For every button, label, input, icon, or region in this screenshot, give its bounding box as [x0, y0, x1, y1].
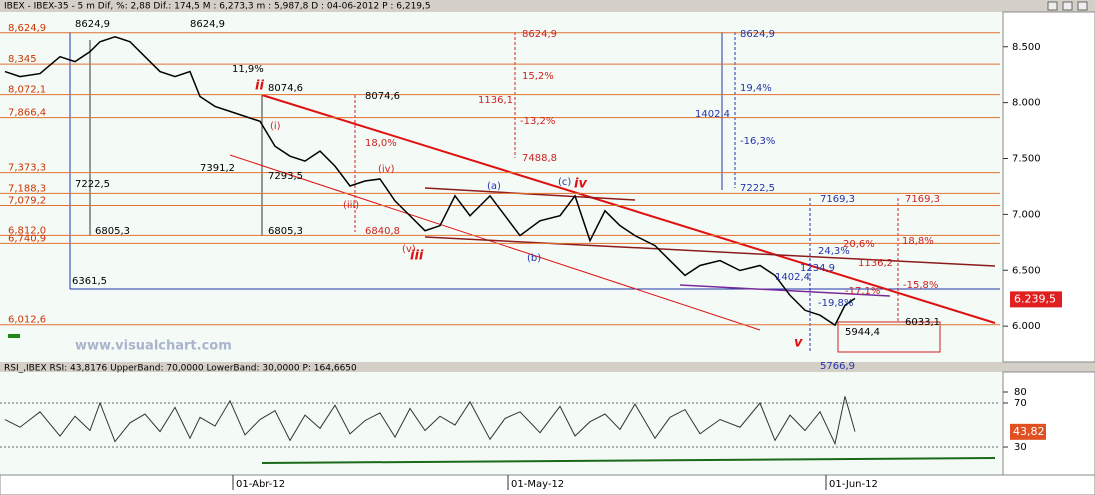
- annotation: 1136,1: [478, 95, 513, 106]
- x-tick-label: 01-Abr-12: [236, 479, 285, 490]
- watermark: www.visualchart.com: [75, 339, 232, 354]
- y-tick-label: 70: [1014, 398, 1027, 409]
- annotation: 7391,2: [200, 163, 235, 174]
- y-tick-label: 7.000: [1012, 209, 1041, 220]
- wave-label: iii: [410, 249, 424, 264]
- annotation: 15,2%: [522, 71, 554, 82]
- annotation: 8624,9: [190, 19, 225, 30]
- annotation: (iii): [343, 200, 359, 211]
- annotation: 6840,8: [365, 226, 400, 237]
- y-tick-label: 6.000: [1012, 321, 1041, 332]
- annotation: 19,4%: [740, 83, 772, 94]
- level-label: 8,345: [8, 54, 37, 65]
- x-tick-label: 01-May-12: [511, 479, 564, 490]
- level-label: 7,373,3: [8, 163, 46, 174]
- last-rsi-label: 43,82: [1013, 425, 1045, 438]
- annotation: 1234,9: [800, 263, 835, 274]
- rsi-title: RSI_,IBEX RSI: 43,8176 UpperBand: 70,000…: [4, 364, 357, 374]
- y-tick-label: 8.000: [1012, 98, 1041, 109]
- annotation: 8074,6: [365, 91, 400, 102]
- annotation: 7169,3: [905, 194, 940, 205]
- annotation: (b): [527, 253, 541, 264]
- annotation: (iv): [378, 164, 395, 175]
- level-label: 6,812,0: [8, 225, 46, 236]
- indicator-line: [261, 457, 996, 464]
- annotation: -19,8%: [818, 298, 853, 309]
- trend-line: [679, 284, 891, 297]
- close-button[interactable]: [1077, 1, 1088, 11]
- annotation: 8624,9: [75, 19, 110, 30]
- target-box: [837, 321, 941, 353]
- annotation: 8074,6: [268, 83, 303, 94]
- minimize-button[interactable]: [1047, 1, 1058, 11]
- annotation: 6033,1: [905, 317, 940, 328]
- trend-line: [424, 236, 996, 267]
- annotation: 20,6%: [843, 239, 875, 250]
- annotation: 11,9%: [232, 64, 264, 75]
- level-label: 7,079,2: [8, 196, 46, 207]
- level-label: 8,624,9: [8, 23, 46, 34]
- annotation: 6361,5: [72, 276, 107, 287]
- annotation: 24,3%: [818, 246, 850, 257]
- annotation: (v): [402, 244, 416, 255]
- trend-line: [424, 187, 636, 201]
- date-axis-panel: [0, 474, 1095, 495]
- annotation: 8624,9: [522, 29, 557, 40]
- annotation: 7222,5: [75, 179, 110, 190]
- rsi-axis-panel: [1002, 371, 1095, 476]
- level-label: 8,072,1: [8, 85, 46, 96]
- y-tick-label: 6.500: [1012, 265, 1041, 276]
- wave-label: ii: [255, 79, 264, 94]
- last-price-label: 6.239,5: [1014, 292, 1056, 305]
- annotation: 7222,5: [740, 183, 775, 194]
- annotation: 7293,5: [268, 171, 303, 182]
- wave-label: iv: [574, 177, 587, 192]
- annotation: (i): [270, 121, 281, 132]
- window-buttons[interactable]: [1047, 1, 1088, 11]
- annotation: 7488,8: [522, 153, 557, 164]
- annotation: -13,2%: [520, 116, 555, 127]
- annotation: 7169,3: [820, 194, 855, 205]
- annotation: 18,0%: [365, 138, 397, 149]
- trend-line: [229, 154, 761, 331]
- panel-separator: [0, 362, 1095, 372]
- annotation: (c): [558, 177, 571, 188]
- annotation: 18,8%: [902, 236, 934, 247]
- price-line: [4, 36, 856, 327]
- level-label: 7,188,3: [8, 183, 46, 194]
- annotation: (a): [487, 181, 501, 192]
- annotation: 5766,9: [820, 361, 855, 372]
- level-label: 6,012,6: [8, 315, 46, 326]
- y-tick-label: 8.500: [1012, 42, 1041, 53]
- marker: [8, 334, 20, 338]
- annotation: -17,1%: [845, 286, 880, 297]
- maximize-button[interactable]: [1062, 1, 1073, 11]
- annotation: 1402,4: [775, 272, 810, 283]
- price-axis-panel: [1002, 11, 1095, 363]
- title-bar: [0, 0, 1095, 12]
- y-tick-label: 80: [1014, 387, 1027, 398]
- x-tick-label: 01-Jun-12: [829, 479, 878, 490]
- price-title: IBEX - IBEX-35 - 5 m Dif, %: 2,88 Dif.: …: [4, 2, 431, 12]
- annotation: -16,3%: [740, 136, 775, 147]
- annotation: 1402,4: [695, 109, 730, 120]
- level-label: 7,866,4: [8, 108, 46, 119]
- y-tick-label: 7.500: [1012, 154, 1041, 165]
- level-label: 6,740,9: [8, 233, 46, 244]
- trend-line: [261, 94, 996, 324]
- y-tick-label: 30: [1014, 442, 1027, 453]
- annotation: 6805,3: [95, 226, 130, 237]
- wave-label: v: [794, 336, 803, 351]
- annotation: 6805,3: [268, 226, 303, 237]
- annotation: 8624,9: [740, 29, 775, 40]
- last-rsi-box: [1010, 423, 1046, 440]
- annotation: -15,8%: [903, 280, 938, 291]
- annotation: 5944,4: [845, 327, 880, 338]
- rsi-line: [4, 396, 856, 446]
- last-price-box: [1010, 291, 1062, 308]
- annotation: 1136,2: [858, 258, 893, 269]
